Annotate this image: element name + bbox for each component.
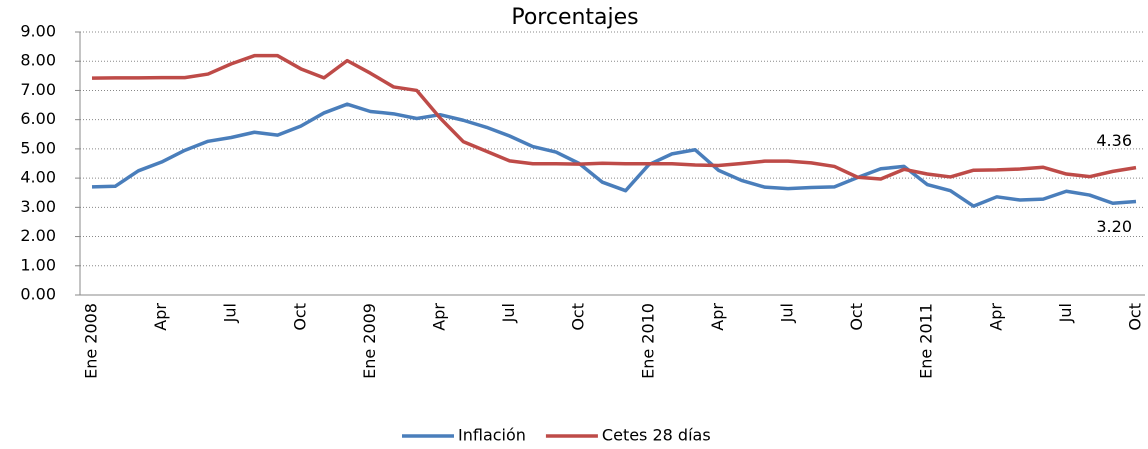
x-tick-label: Oct	[569, 303, 588, 331]
x-tick-label: Apr	[151, 303, 170, 331]
y-tick-label: 9.00	[20, 22, 56, 41]
x-tick-label: Jul	[221, 303, 240, 323]
x-tick-label: Apr	[708, 303, 727, 331]
x-tick-label: Ene 2011	[917, 303, 936, 379]
y-tick-label: 1.00	[20, 255, 56, 274]
x-tick-label: Apr	[986, 303, 1005, 331]
x-tick-label: Ene 2010	[638, 303, 657, 379]
y-tick-label: 8.00	[20, 51, 56, 70]
x-tick-label: Jul	[778, 303, 797, 323]
x-tick-label: Ene 2008	[82, 303, 101, 379]
x-tick-label: Jul	[499, 303, 518, 323]
x-tick-label: Oct	[1126, 303, 1145, 331]
x-tick-label: Jul	[1056, 303, 1075, 323]
line-series	[91, 102, 1137, 208]
y-tick-label: 4.00	[20, 168, 56, 187]
x-tick-label: Oct	[290, 303, 309, 331]
x-tick-label: Apr	[430, 303, 449, 331]
x-tick-label: Oct	[847, 303, 866, 331]
legend-label: Inflación	[458, 426, 526, 445]
chart-title: Porcentajes	[511, 5, 638, 30]
y-tick-label: 7.00	[20, 80, 56, 99]
y-tick-label: 0.00	[20, 285, 56, 304]
y-tick-label: 5.00	[20, 138, 56, 157]
y-tick-label: 2.00	[20, 226, 56, 245]
y-tick-label: 6.00	[20, 109, 56, 128]
data-label: 4.36	[1096, 131, 1132, 150]
line-series	[91, 53, 1137, 181]
x-tick-label: Ene 2009	[360, 303, 379, 379]
data-label: 3.20	[1096, 217, 1132, 236]
y-tick-label: 3.00	[20, 197, 56, 216]
legend-label: Cetes 28 días	[602, 426, 711, 445]
